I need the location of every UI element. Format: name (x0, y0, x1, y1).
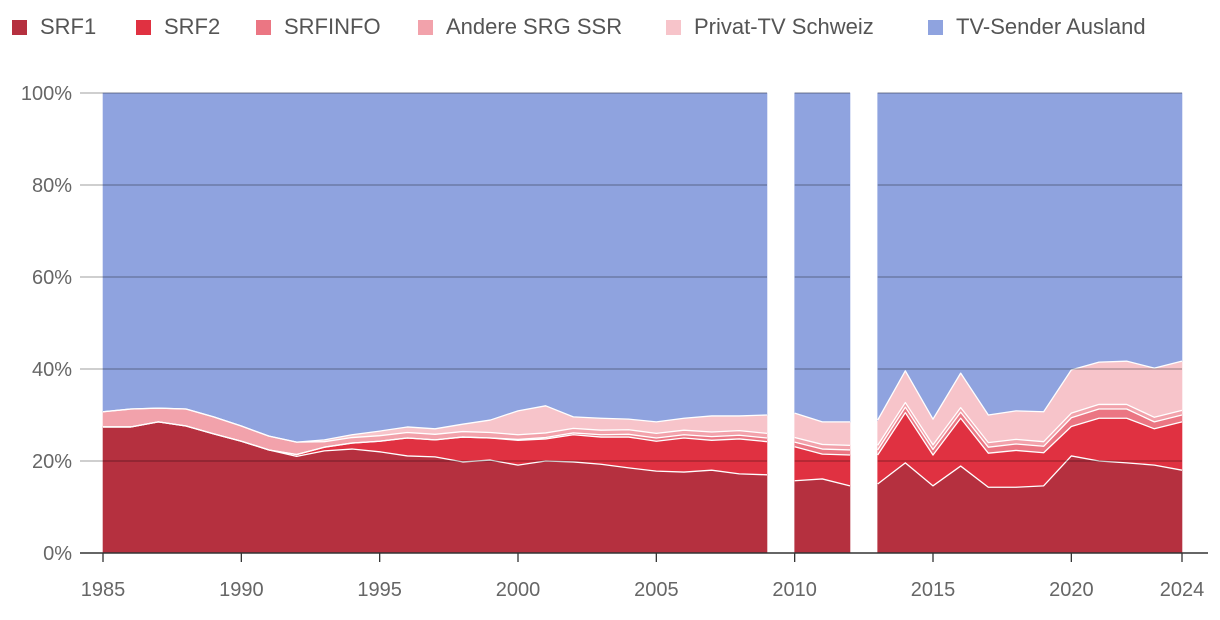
y-tick-label-20pct: 20% (32, 451, 72, 473)
legend-item-privat-tv-schweiz: Privat-TV Schweiz (666, 14, 874, 40)
y-tick-label-60pct: 60% (32, 267, 72, 289)
legend-label-srfinfo: SRFINFO (284, 14, 381, 39)
separator-privat-tv-schweiz-2013-2024 (877, 360, 1183, 421)
separator-srf1-2013-2024 (877, 455, 1183, 488)
area-tv-sender-ausland-1985-2009 (102, 92, 768, 443)
separator-privat-tv-schweiz-2010-2012 (794, 412, 850, 423)
legend-item-srf2: SRF2 (136, 14, 220, 40)
legend-swatch-privat-tv-schweiz (666, 19, 681, 35)
areas-layer (102, 92, 1183, 554)
legend-label-privat-tv-schweiz: Privat-TV Schweiz (694, 14, 874, 39)
x-tick-label-2005: 2005 (634, 579, 679, 601)
x-tick-label-1995: 1995 (357, 579, 402, 601)
x-tick-label-2000: 2000 (496, 579, 541, 601)
legend-item-srf1: SRF1 (12, 14, 96, 40)
legend-label-srf2: SRF2 (164, 14, 221, 39)
legend-item-tv-sender-ausland: TV-Sender Ausland (928, 14, 1146, 40)
separator-srf1-2010-2012 (794, 478, 851, 487)
separator-srfinfo-1985-2009 (103, 421, 768, 456)
legend-swatch-srf2 (136, 19, 151, 35)
legend-label-srf1: SRF1 (40, 14, 97, 39)
axes-layer: 1985 1990 1995 2000 2005 2010 2015 2020 2024 0% 20… (21, 83, 1208, 601)
y-tick-label-100pct: 100% (21, 83, 72, 105)
x-tick-label-2010: 2010 (772, 579, 817, 601)
area-tv-sender-ausland-2010-2012 (794, 92, 851, 423)
legend-label-andere-srg-ssr: Andere SRG SSR (446, 14, 623, 39)
legend-swatch-andere-srg-ssr (418, 19, 433, 35)
legend-swatch-srf1 (12, 19, 27, 35)
x-tick-label-2015: 2015 (911, 579, 956, 601)
legend-item-srfinfo: SRFINFO (256, 14, 381, 40)
gridlines-layer (80, 92, 1182, 462)
legend-swatch-tv-sender-ausland (928, 19, 943, 35)
legend-item-andere-srg-ssr: Andere SRG SSR (418, 14, 622, 40)
x-tick-label-1985: 1985 (81, 579, 126, 601)
separator-srfinfo-2010-2012 (794, 441, 851, 451)
y-tick-label-40pct: 40% (32, 359, 72, 381)
separator-privat-tv-schweiz-1985-2009 (102, 405, 768, 443)
x-tick-label-2024: 2024 (1160, 579, 1205, 601)
x-tick-label-1990: 1990 (219, 579, 264, 601)
legend: SRF1 SRF2 SRFINFO Andere SRG SSR Privat-… (0, 0, 1220, 56)
x-tick-label-2020: 2020 (1049, 579, 1094, 601)
separator-andere-srg-ssr-2010-2012 (794, 436, 851, 447)
separator-srf2-2010-2012 (794, 446, 851, 456)
area-srf1-2010-2012 (794, 478, 851, 554)
y-tick-label-0pct: 0% (43, 543, 72, 565)
separator-andere-srg-ssr-2013-2024 (877, 401, 1183, 446)
legend-swatch-srfinfo (256, 19, 271, 35)
legend-label-tv-sender-ausland: TV-Sender Ausland (956, 14, 1146, 39)
separators-layer (102, 360, 1183, 488)
y-tick-label-80pct: 80% (32, 175, 72, 197)
separator-srfinfo-2013-2024 (877, 406, 1183, 451)
separator-srf2-2013-2024 (877, 412, 1183, 456)
